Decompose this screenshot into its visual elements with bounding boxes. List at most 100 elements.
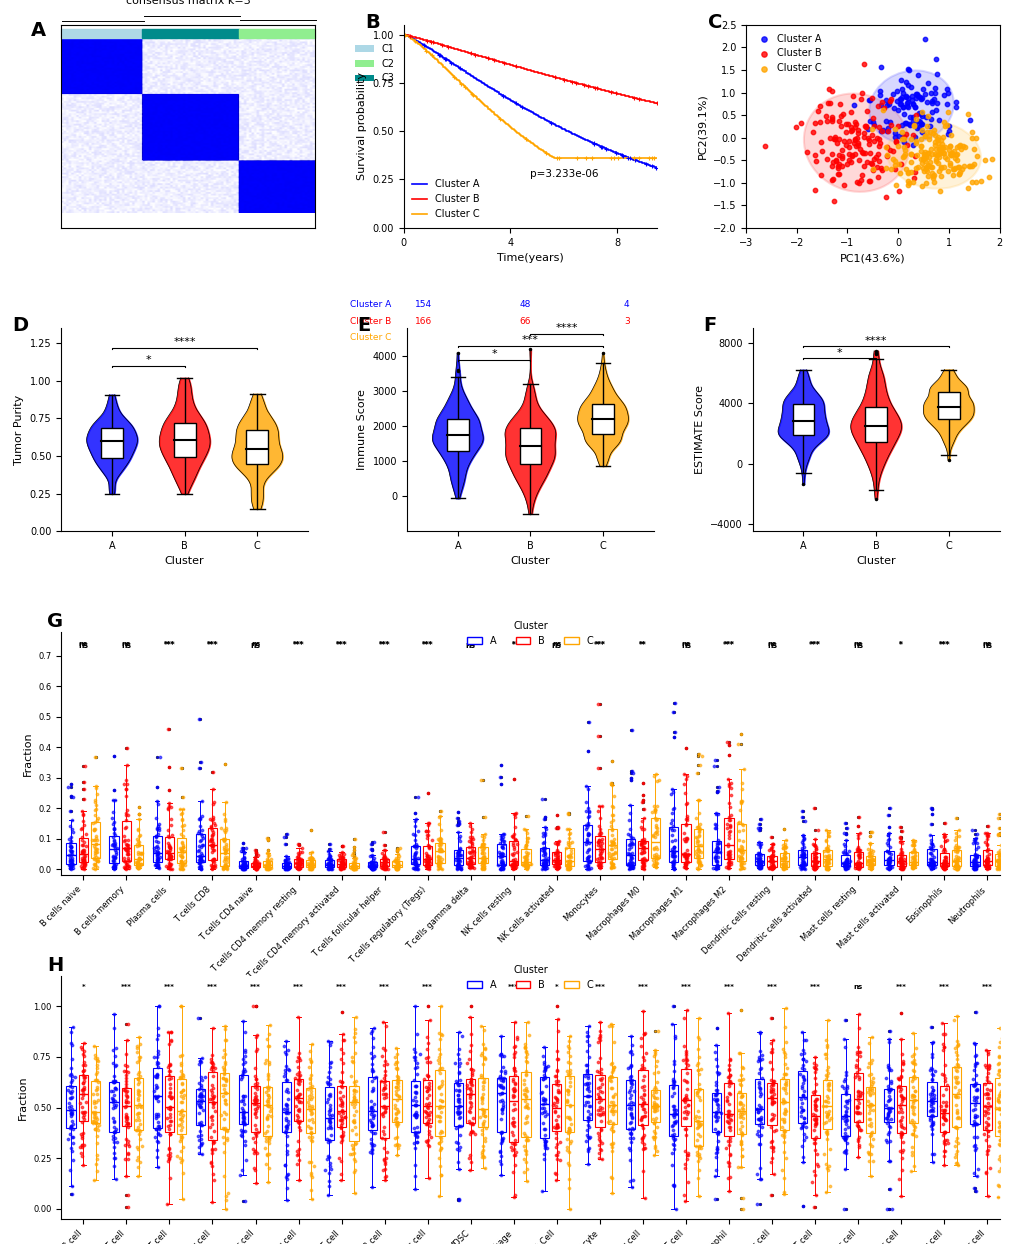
Point [236,1023,253,1042]
Point [203,1059,219,1079]
Point [461,1050,477,1070]
Point [922,1091,938,1111]
Cluster A [889,100,905,119]
Point [648,1097,664,1117]
Point [518,832,534,852]
Point [376,1065,392,1085]
Point [933,857,950,877]
Point [363,1100,379,1120]
Point [519,857,535,877]
Point [450,811,467,831]
Point [518,853,534,873]
Point [129,851,146,871]
Point [452,858,469,878]
Point [534,1182,550,1202]
Point [205,1066,221,1086]
Point [376,1148,392,1168]
Point [464,857,480,877]
Point [518,1041,534,1061]
Point [133,1136,150,1156]
Point [449,1085,466,1105]
Point [194,1047,210,1067]
Point [849,1102,865,1122]
Point [289,858,306,878]
Point [733,841,749,861]
Point [976,857,993,877]
Point [732,1065,748,1085]
Point [905,1069,921,1088]
Point [76,1067,93,1087]
Point [150,1157,166,1177]
Point [345,1112,362,1132]
Point [969,855,985,875]
Point [592,853,608,873]
Point [561,1095,578,1115]
Point [475,1020,491,1040]
Point [320,1147,336,1167]
Point [935,840,952,860]
Point [862,852,878,872]
Cluster A [881,112,898,132]
Point [376,1152,392,1172]
Point [948,1095,964,1115]
Point [105,1130,121,1149]
Point [292,856,309,876]
Point [559,1081,576,1101]
Point [476,1037,492,1057]
Point [949,1084,965,1103]
Point [376,1125,392,1144]
Point [604,810,621,830]
Point [247,840,263,860]
Point [217,754,233,774]
Cluster C [893,129,909,149]
Point [753,1045,769,1065]
Point [461,831,477,851]
Cluster A [886,123,902,143]
Point [332,1117,348,1137]
Point [105,1081,121,1101]
Point [775,1122,792,1142]
Point [364,1115,380,1135]
Point [389,857,406,877]
PathPatch shape [196,835,205,862]
Point [172,845,189,865]
Point [492,1061,508,1081]
Point [322,838,338,858]
Point [592,1120,608,1140]
Point [534,860,550,880]
Point [949,856,965,876]
Point [258,858,274,878]
Point [632,1110,648,1130]
Point [75,848,92,868]
Point [463,1122,479,1142]
Point [777,837,794,857]
Point [560,820,577,840]
Point [346,1044,363,1064]
Point [193,847,209,867]
Cluster C [886,119,902,139]
Point [762,846,779,866]
Point [152,847,168,867]
Point [474,852,490,872]
Point [505,770,522,790]
Point [149,856,165,876]
Point [732,1122,748,1142]
Point [895,857,911,877]
Point [345,855,362,875]
Point [989,856,1006,876]
Point [921,799,937,819]
Point [733,1116,749,1136]
Point [806,860,822,880]
Point [301,1057,317,1077]
Point [64,847,81,867]
Point [648,855,664,875]
Point [991,1066,1008,1086]
Point [948,1102,964,1122]
Point [215,1117,231,1137]
Cluster C [929,133,946,153]
Point [290,857,307,877]
Point [979,826,996,846]
Point [775,1018,792,1037]
Point [507,853,524,873]
Point [622,858,638,878]
